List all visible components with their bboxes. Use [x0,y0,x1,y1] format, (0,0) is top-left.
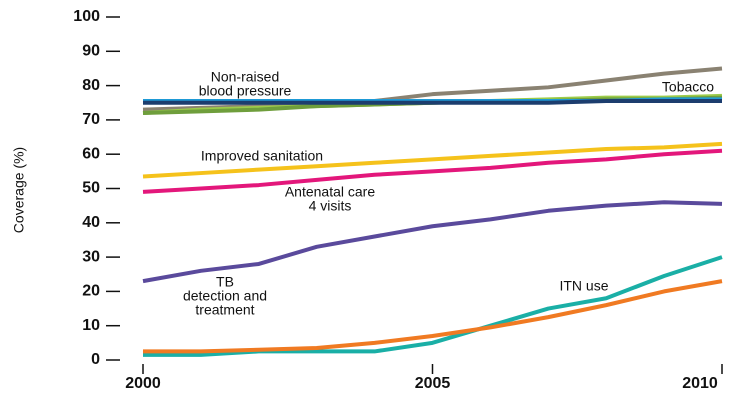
y-tick-label: 90 [82,43,100,60]
series-label: Improved sanitation [201,148,323,164]
y-tick-label: 10 [82,317,100,334]
y-tick-label: 30 [82,248,100,265]
y-tick-label: 70 [82,111,100,128]
series-label: 4 visits [309,198,352,214]
series-label: Non-raised [211,69,279,85]
y-tick-label: 80 [82,77,100,94]
x-tick-label: 2010 [682,375,718,392]
series-label: detection and [183,288,267,304]
series-label: Tobacco [662,79,714,95]
series-line [142,148,723,194]
series-label: TB [216,274,234,290]
x-tick-label: 2005 [415,375,451,392]
y-tick-label: 20 [82,283,100,300]
y-tick-label: 0 [91,351,100,368]
series-label: treatment [195,302,254,318]
y-tick-label: 60 [82,145,100,162]
series-line [143,99,722,105]
y-tick-label: 50 [82,180,100,197]
series-label: Antenatal care [285,184,375,200]
x-tick-label: 2000 [125,375,161,392]
series-label: ITN use [559,278,608,294]
y-tick-label: 40 [82,214,100,231]
y-tick-label: 100 [73,8,100,25]
series-line [143,255,723,357]
series-line [142,141,723,179]
series-line [143,279,723,354]
series-line [142,200,723,284]
series-label: blood pressure [199,83,292,99]
y-axis-label: Coverage (%) [11,147,27,233]
